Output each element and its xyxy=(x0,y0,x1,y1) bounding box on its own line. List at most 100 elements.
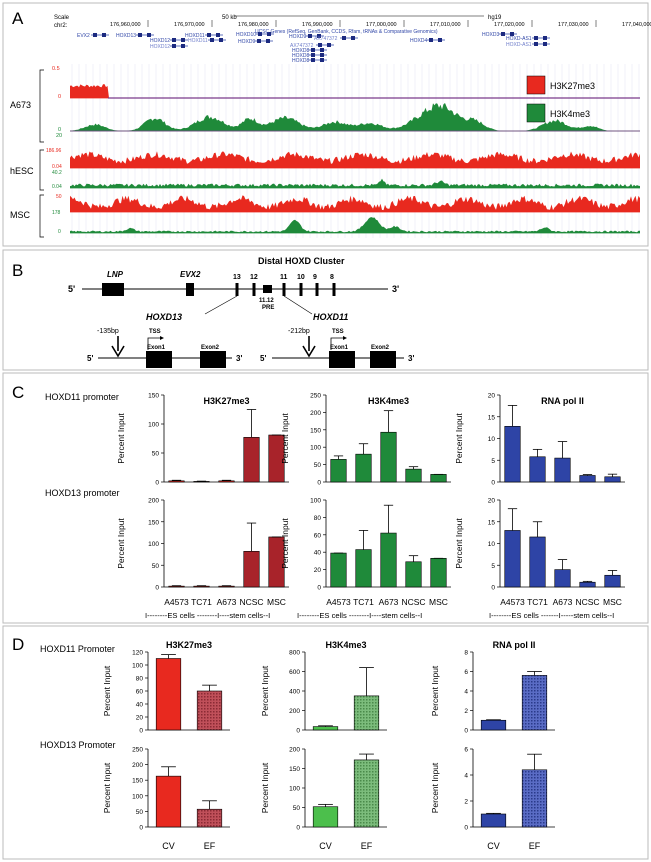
bar xyxy=(529,536,546,588)
evx2-label: EVX2 xyxy=(180,270,201,279)
bar-chart: 0 50 100 150 200 Percent Input A4573 TC71 A673 NC… xyxy=(116,498,289,607)
y-axis-label: Percent Input xyxy=(102,762,112,813)
left-arrow-head xyxy=(111,345,125,358)
y-tick-label: 40 xyxy=(136,702,144,709)
y-tick-label: 250 xyxy=(132,747,143,754)
bar xyxy=(196,808,223,828)
y-tick-label: 100 xyxy=(289,786,300,793)
coord-label: 176,960,000 xyxy=(110,22,141,28)
gene-exon xyxy=(327,43,331,47)
y-tick-label: 100 xyxy=(148,422,159,429)
bar xyxy=(405,468,422,483)
panel-d-frame xyxy=(2,625,649,860)
y-tick-label: 6 xyxy=(464,669,468,676)
category-label: A4573 xyxy=(164,597,189,607)
gene-label: HOXD8 xyxy=(292,48,309,54)
y-axis-label: Percent Input xyxy=(454,518,464,569)
gene-exon xyxy=(320,48,324,52)
y-tick-label: 2 xyxy=(464,799,468,806)
hox-bar xyxy=(299,283,303,296)
y-tick-label: 15 xyxy=(488,414,496,421)
coord-label: 177,010,000 xyxy=(430,22,461,28)
category-label: A673 xyxy=(217,597,237,607)
y-tick-label: 80 xyxy=(136,676,144,683)
right-tss-arrowhead xyxy=(343,336,347,340)
bar xyxy=(312,806,339,828)
pre-label-1: 11.12 xyxy=(259,298,274,304)
hox-bar xyxy=(252,283,256,296)
bar xyxy=(579,475,596,483)
bar-chart: RNA pol II 0 5 10 15 20 Percent Input xyxy=(454,393,625,487)
hox-bar xyxy=(282,283,286,296)
bar xyxy=(243,551,260,588)
y-tick-label: 8 xyxy=(464,650,468,657)
gene-label: HOXD4 xyxy=(410,38,427,44)
y-tick-label: 2 xyxy=(464,708,468,715)
bar-chart: 0 50 100 150 200 Percent Input CV EF xyxy=(260,747,387,851)
y-tick-label: 40 xyxy=(314,550,322,557)
gene-exon xyxy=(510,32,514,36)
hox-gene-bars: 13 12 11 10 9 8 xyxy=(233,274,336,296)
right-exon1-label: Exon1 xyxy=(330,345,349,351)
left-tss-arrow xyxy=(147,337,162,350)
bar xyxy=(312,726,339,731)
legend-label-h3k4me3: H3K4me3 xyxy=(550,109,590,119)
a673-red-scale-bottom: 0 xyxy=(58,94,61,100)
c-group-line-3: I--------ES cells -------I-----stem cell… xyxy=(489,611,614,620)
y-tick-label: 20 xyxy=(488,393,496,400)
gene-label: HOXD12 xyxy=(150,38,170,44)
y-tick-label: 200 xyxy=(310,410,321,417)
coord-label: 176,990,000 xyxy=(302,22,333,28)
a673-green-scale-bottom: 0 xyxy=(58,127,61,133)
chart-title: H3K4me3 xyxy=(325,640,366,650)
y-tick-label: 0 xyxy=(491,480,495,487)
bar xyxy=(604,476,621,483)
msc-h3k27me3-signal xyxy=(70,195,640,212)
chr-label: chr2: xyxy=(54,23,68,29)
gene-label: HOXD9 xyxy=(289,34,306,40)
gene-label: HOXD8 xyxy=(292,53,309,59)
bar xyxy=(330,459,347,483)
gene-exon xyxy=(543,36,547,40)
right-tss-arrow xyxy=(330,337,345,350)
pre-label-2: PRE xyxy=(262,305,274,311)
category-label: MSC xyxy=(603,597,622,607)
coord-label: 177,030,000 xyxy=(558,22,589,28)
gene-label: HOXD-AS1 xyxy=(506,36,532,42)
bar xyxy=(480,719,507,731)
gene-label: HOXD10 xyxy=(236,32,256,38)
y-tick-label: 0 xyxy=(317,480,321,487)
y-tick-label: 150 xyxy=(310,427,321,434)
evx2-box xyxy=(186,283,194,296)
y-axis-label: Percent Input xyxy=(116,413,126,464)
hesc-h3k4me3-signal xyxy=(70,178,640,188)
lnp-label: LNP xyxy=(107,270,124,279)
y-axis-label: Percent Input xyxy=(102,665,112,716)
category-label: MSC xyxy=(267,597,286,607)
y-tick-label: 15 xyxy=(488,519,496,526)
right-bp: -212bp xyxy=(288,328,310,335)
bar-chart: H3K27me3 0 50 100 150 Percent Input xyxy=(116,393,289,487)
bar-chart: 0 5 10 15 20 Percent Input A4573 TC71 A673 NCSC MS… xyxy=(454,498,625,607)
panel-b-letter: B xyxy=(12,261,23,280)
legend-label-h3k27me3: H3K27me3 xyxy=(550,81,595,91)
assembly-label: hg19 xyxy=(488,15,502,21)
bar xyxy=(155,658,182,731)
msc-scale-top: 50 xyxy=(56,194,62,200)
hesc-scale-mid: 0.04 xyxy=(52,164,62,170)
bar xyxy=(521,769,548,828)
panel-c-letter: C xyxy=(12,383,24,402)
y-tick-label: 0 xyxy=(139,825,143,832)
gene-label: HOXD9 xyxy=(238,39,255,45)
y-tick-label: 50 xyxy=(136,809,144,816)
hox-number: 8 xyxy=(330,274,334,281)
category-label: NCSC xyxy=(401,597,425,607)
gene-exon xyxy=(308,34,312,38)
hox-bar xyxy=(235,283,239,296)
a673-green-scale-top: 20 xyxy=(56,133,62,139)
bar xyxy=(193,585,210,588)
gene-exon xyxy=(429,38,433,42)
bar-chart: 0 50 100 150 200 250 Percent Input CV EF xyxy=(102,747,230,851)
y-tick-label: 0 xyxy=(296,728,300,735)
panel-c-frame xyxy=(2,372,649,624)
